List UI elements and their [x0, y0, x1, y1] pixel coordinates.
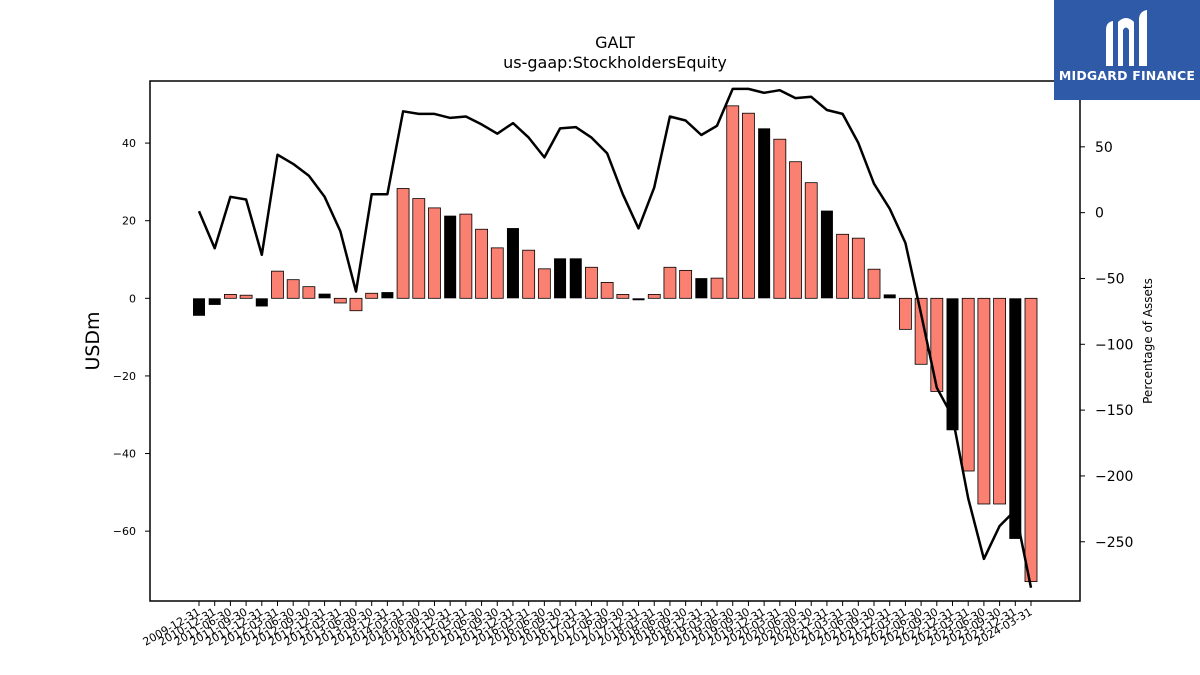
brand-name: MIDGARD FINANCE	[1058, 68, 1196, 83]
bar-2010-09-30	[239, 294, 253, 299]
bar-2010-12-31	[255, 298, 268, 307]
bar-2019-03-31	[773, 138, 787, 299]
bar-2013-09-30	[428, 207, 441, 299]
chart-subtitle: us-gaap:StockholdersEquity	[503, 53, 727, 72]
pct-of-assets-line	[197, 87, 1033, 589]
bar-2023-03-31	[1024, 297, 1038, 582]
bar-2016-06-30	[600, 282, 614, 299]
y2-axis: −250−200−150−100−50050100	[1080, 74, 1133, 551]
bar-2010-03-31	[208, 298, 221, 305]
bar-2021-09-30	[930, 297, 944, 392]
pct-line-group	[197, 87, 1033, 589]
bar-2013-12-31	[444, 215, 457, 299]
bar-2009-12-31	[193, 298, 205, 316]
bar-2017-12-31	[695, 278, 708, 299]
bar-2011-03-31	[271, 270, 284, 299]
y2-tick-label: −200	[1095, 469, 1133, 485]
bar-2018-06-30	[726, 105, 740, 299]
bar-2015-09-30	[554, 258, 567, 299]
y2-tick-label: 0	[1095, 206, 1104, 222]
bar-2014-06-30	[475, 228, 488, 299]
brand-logo: MIDGARD FINANCE	[1054, 0, 1200, 100]
bar-2021-06-30	[914, 297, 928, 365]
y-tick-label: −40	[113, 448, 136, 461]
bar-2017-09-30	[679, 269, 693, 299]
bar-2014-03-31	[459, 213, 473, 299]
bar-2012-03-31	[333, 297, 347, 304]
bar-2020-12-31	[883, 294, 896, 299]
y2-axis-label: Percentage of Assets	[1141, 278, 1155, 404]
bar-2018-03-31	[710, 277, 724, 299]
bar-2016-03-31	[585, 266, 598, 299]
bar-2020-06-30	[851, 237, 865, 299]
y2-tick-label: −250	[1095, 535, 1133, 551]
bar-2020-03-31	[836, 233, 850, 299]
bar-2011-09-30	[302, 286, 316, 299]
y2-tick-label: −150	[1095, 403, 1133, 419]
x-axis: 2009-12-312010-12-312011-06-302011-09-30…	[141, 601, 1035, 649]
y-axis-label: USDm	[82, 311, 104, 370]
bar-2014-12-31	[506, 228, 519, 299]
y-tick-label: 40	[122, 137, 136, 150]
bar-2019-12-31	[820, 210, 833, 299]
bar-2022-03-31	[961, 297, 975, 472]
bar-2019-06-30	[789, 161, 802, 299]
bar-2011-12-31	[318, 293, 331, 299]
bar-2012-12-31	[381, 292, 394, 299]
y2-tick-label: −100	[1095, 337, 1133, 353]
midgard-m-logo-icon	[1106, 10, 1147, 66]
bar-2010-06-30	[223, 294, 237, 299]
y2-tick-label: −50	[1095, 271, 1125, 287]
bar-2017-06-30	[663, 266, 677, 299]
chart-title: GALT	[595, 33, 635, 52]
bar-2021-03-31	[899, 297, 912, 330]
bar-2013-06-30	[412, 198, 426, 299]
bar-2011-06-30	[286, 279, 300, 299]
bar-2015-03-31	[522, 249, 536, 299]
bar-2012-09-30	[365, 292, 379, 299]
y2-tick-label: 50	[1095, 140, 1113, 156]
y-tick-label: 0	[129, 292, 136, 305]
bar-2014-09-30	[490, 247, 504, 299]
bar-2022-06-30	[977, 297, 991, 505]
bar-2013-03-31	[396, 188, 410, 299]
bar-2022-09-30	[993, 297, 1007, 505]
plot-frame	[149, 80, 1081, 602]
bar-2018-09-30	[742, 112, 755, 299]
bar-2016-09-30	[616, 294, 630, 299]
y-tick-label: −20	[113, 370, 136, 383]
bar-2021-12-31	[946, 298, 959, 431]
bar-2020-09-30	[867, 268, 881, 299]
y-axis: −60 −40 −20 0 20 40	[113, 137, 150, 538]
y-tick-label: −60	[113, 525, 136, 538]
bar-2017-03-31	[647, 294, 661, 299]
bar-2012-06-30	[349, 297, 363, 312]
bar-2016-12-31	[632, 298, 645, 301]
y-tick-label: 20	[122, 215, 136, 228]
bar-2022-12-31	[1009, 298, 1022, 539]
bar-2018-12-31	[758, 128, 771, 299]
bar-2019-09-30	[804, 182, 818, 299]
bar-2015-06-30	[537, 268, 551, 299]
bar-2015-12-31	[569, 258, 582, 299]
